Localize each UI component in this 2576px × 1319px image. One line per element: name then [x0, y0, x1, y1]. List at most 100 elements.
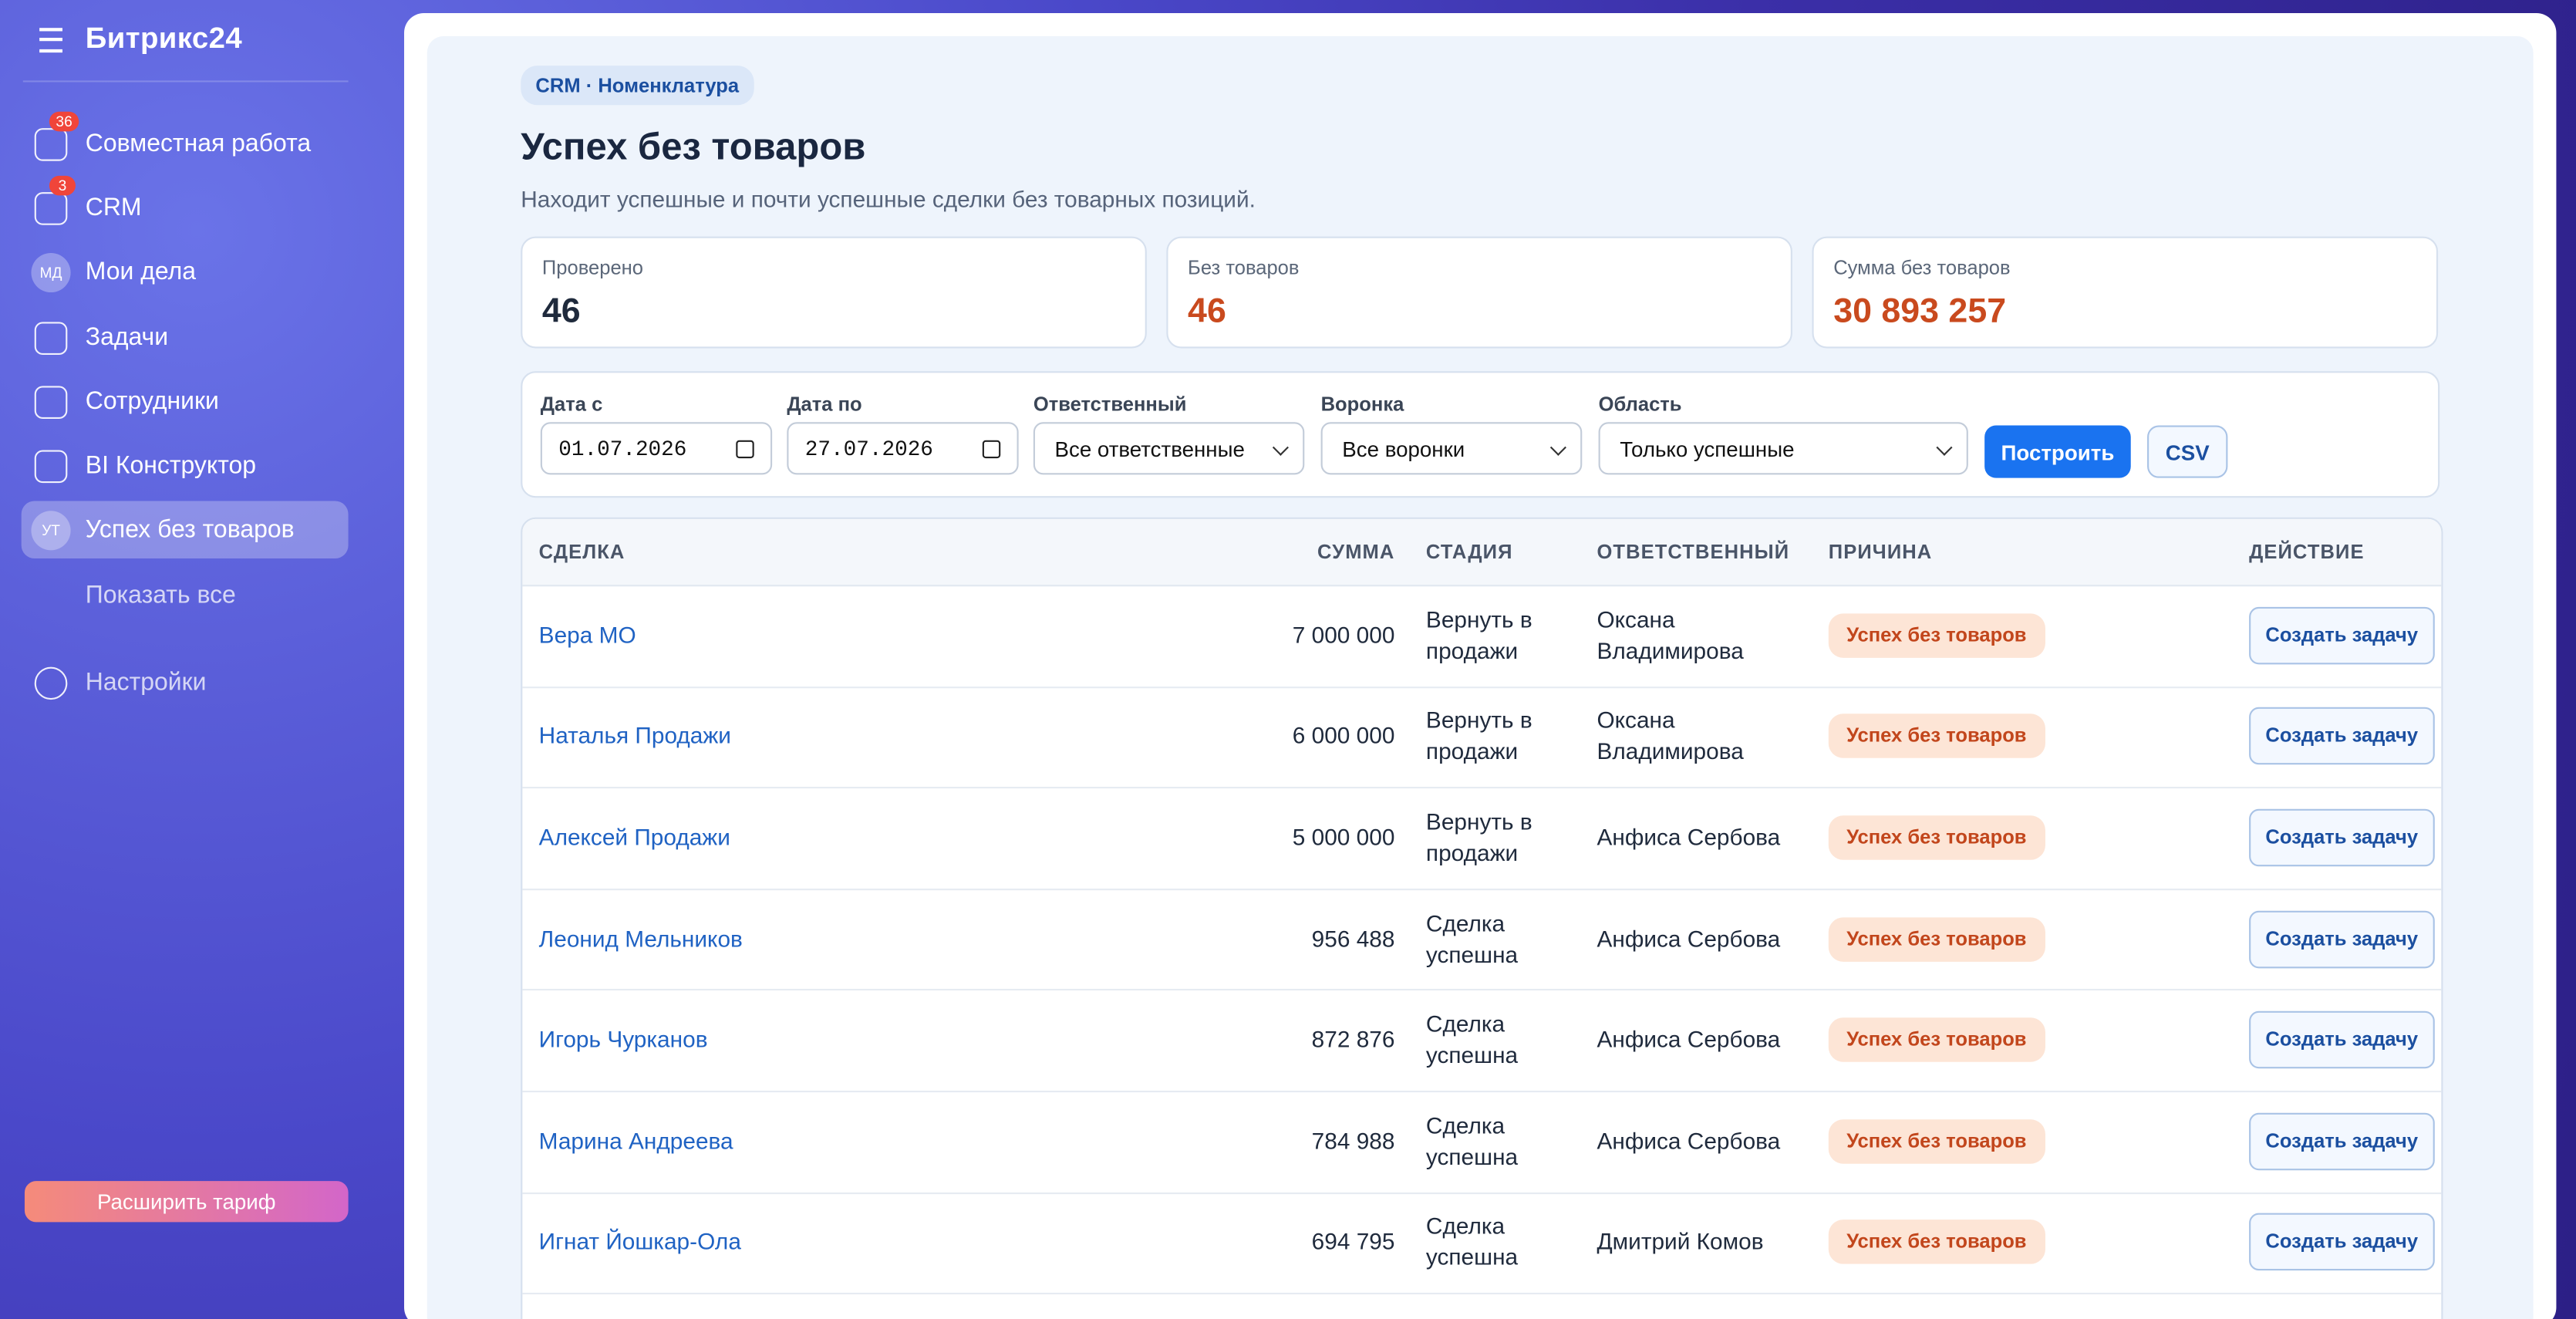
date-input[interactable]: 27.07.2026 — [787, 422, 1019, 475]
create-task-button[interactable]: Создать задачу — [2249, 1011, 2435, 1069]
create-task-button[interactable]: Создать задачу — [2249, 808, 2435, 867]
separator — [22, 80, 349, 83]
filter-label: Ответственный — [1033, 392, 1187, 416]
reason-tag: Успех без товаров — [1828, 815, 2045, 860]
column-header: ДЕЙСТВИЕ — [2249, 540, 2365, 564]
filter-field: Дата с 01.07.2026 — [540, 392, 773, 475]
nav-label: Сотрудники — [85, 387, 219, 416]
deal-owner: Анфиса Сербова — [1597, 823, 1781, 850]
nav-item[interactable]: МД Мои дела — [22, 243, 349, 301]
deal-stage: Сделка успешна — [1425, 1112, 1519, 1169]
nav-label: Настройки — [85, 668, 207, 697]
avatar: МД — [31, 251, 71, 292]
reason-tag: Успех без товаров — [1828, 916, 2045, 961]
icon — [34, 127, 68, 160]
counter-badge: 3 — [49, 175, 76, 196]
deal-stage: Вернуть в продажи — [1425, 707, 1532, 765]
nav-label: CRM — [85, 194, 142, 222]
nav-label: Показать все — [85, 581, 236, 610]
deal-sum: 5 000 000 — [1292, 823, 1395, 850]
reason-tag: Успех без товаров — [1828, 1118, 2045, 1164]
icon — [34, 385, 68, 418]
deal-owner: Оксана Владимирова — [1597, 707, 1744, 765]
table-row: Алексей Продажи 5 000 000 Вернуть в продаж… — [522, 787, 2442, 890]
select[interactable]: Все воронки — [1320, 422, 1583, 475]
select[interactable]: Только успешные — [1598, 422, 1968, 475]
table-row: Леонид Мельников 956 488 Сделка успешна Анф… — [522, 889, 2442, 991]
build-button[interactable]: Построить — [1984, 425, 2131, 478]
stat-card: Сумма без товаров 30 893 257 — [1812, 236, 2439, 349]
deal-sum: 6 000 000 — [1292, 722, 1395, 749]
deal-stage: Сделка успешна — [1425, 1213, 1519, 1270]
reason-tag: Успех без товаров — [1828, 612, 2045, 658]
create-task-button[interactable]: Создать задачу — [2249, 1213, 2435, 1271]
filter-label: Область — [1598, 392, 1682, 416]
deal-owner: Оксана Владимирова — [1597, 606, 1744, 663]
create-task-button[interactable]: Создать задачу — [2249, 606, 2435, 664]
column-header: ПРИЧИНА — [1828, 540, 1933, 564]
create-task-button[interactable]: Создать задачу — [2249, 909, 2435, 968]
deal-sum: 784 988 — [1311, 1127, 1395, 1154]
nav-item[interactable]: УТ Успех без товаров — [21, 501, 349, 559]
create-task-button[interactable]: Создать задачу — [2249, 707, 2435, 766]
icon — [34, 666, 68, 700]
column-header: СУММА — [1317, 540, 1395, 564]
deal-link[interactable]: Марина Андреева — [538, 1127, 733, 1154]
stat-value: 46 — [1188, 292, 1226, 331]
deal-link[interactable]: Игнат Йошкар-Ола — [538, 1228, 741, 1255]
stat-label: Сумма без товаров — [1833, 256, 2011, 280]
page-subtitle: Находит успешные и почти успешные сделки… — [521, 185, 1256, 212]
table-header — [522, 518, 2442, 587]
nav-item[interactable]: CRM 3 — [22, 175, 349, 237]
nav-label: BI Конструктор — [85, 451, 257, 480]
nav-item[interactable]: Сотрудники — [22, 373, 349, 430]
create-task-button[interactable]: Создать задачу — [2249, 1112, 2435, 1170]
deal-stage: Сделка успешна — [1425, 909, 1519, 967]
avatar: УТ — [31, 510, 71, 550]
stat-label: Проверено — [541, 256, 644, 280]
deal-link[interactable]: Игорь Чурканов — [538, 1026, 708, 1053]
deal-owner: Анфиса Сербова — [1597, 1127, 1781, 1154]
deals-table: СДЕЛКА СУММА СТАДИЯ ОТВЕТСТВЕННЫЙ ПРИЧИНА ДЕЙ… — [521, 517, 2443, 1319]
menu-button[interactable] — [39, 28, 62, 53]
deal-stage: Вернуть в продажи — [1425, 606, 1532, 663]
nav-item[interactable]: Совместная работа 36 — [22, 111, 349, 173]
reason-tag: Успех без товаров — [1828, 1219, 2045, 1265]
sidebar: Битрикс24 Совместная работа 36 CRM 3 МД Мои д… — [0, 0, 371, 1319]
csv-button[interactable]: CSV — [2147, 425, 2228, 478]
deal-link[interactable]: Вера МО — [538, 621, 636, 648]
stat-card: Без товаров 46 — [1166, 236, 1792, 349]
deal-sum: 7 000 000 — [1292, 621, 1395, 648]
nav-item[interactable]: Настройки — [22, 654, 349, 712]
nav-item[interactable]: BI Конструктор — [22, 437, 349, 494]
filter-bar: Дата с 01.07.2026 Дата по 27.07.2026 Ответст… — [521, 371, 2440, 498]
deal-link[interactable]: Наталья Продажи — [538, 722, 731, 749]
deal-link[interactable]: Алексей Продажи — [538, 823, 730, 850]
deal-link[interactable]: Леонид Мельников — [538, 925, 743, 952]
select[interactable]: Все ответственные — [1033, 422, 1305, 475]
breadcrumb[interactable]: CRM · Номенклатура — [521, 66, 754, 106]
icon — [34, 321, 68, 354]
deal-owner: Анфиса Сербова — [1597, 1026, 1781, 1053]
filter-field: Воронка Все воронки — [1320, 393, 1583, 475]
upgrade-button[interactable]: Расширить тариф — [24, 1181, 349, 1223]
icon — [34, 449, 68, 483]
filter-label: Дата с — [540, 392, 603, 416]
column-header: СТАДИЯ — [1425, 540, 1513, 564]
deal-sum: 872 876 — [1311, 1026, 1395, 1053]
column-header: ОТВЕТСТВЕННЫЙ — [1597, 540, 1790, 564]
column-header: СДЕЛКА — [538, 540, 625, 564]
brand: Битрикс24 — [85, 21, 243, 55]
nav-item[interactable]: Показать все — [22, 567, 349, 625]
nav-item[interactable]: Задачи — [22, 309, 349, 366]
deal-sum: 694 795 — [1311, 1228, 1395, 1255]
table-row: Игорь Чурканов 872 876 Сделка успешна Анфис… — [522, 990, 2442, 1093]
deal-owner: Дмитрий Комов — [1597, 1228, 1764, 1255]
filter-field: Область Только успешные — [1598, 392, 1968, 475]
nav-label: Успех без товаров — [85, 515, 295, 544]
date-input[interactable]: 01.07.2026 — [540, 422, 773, 475]
stat-value: 46 — [541, 292, 581, 331]
